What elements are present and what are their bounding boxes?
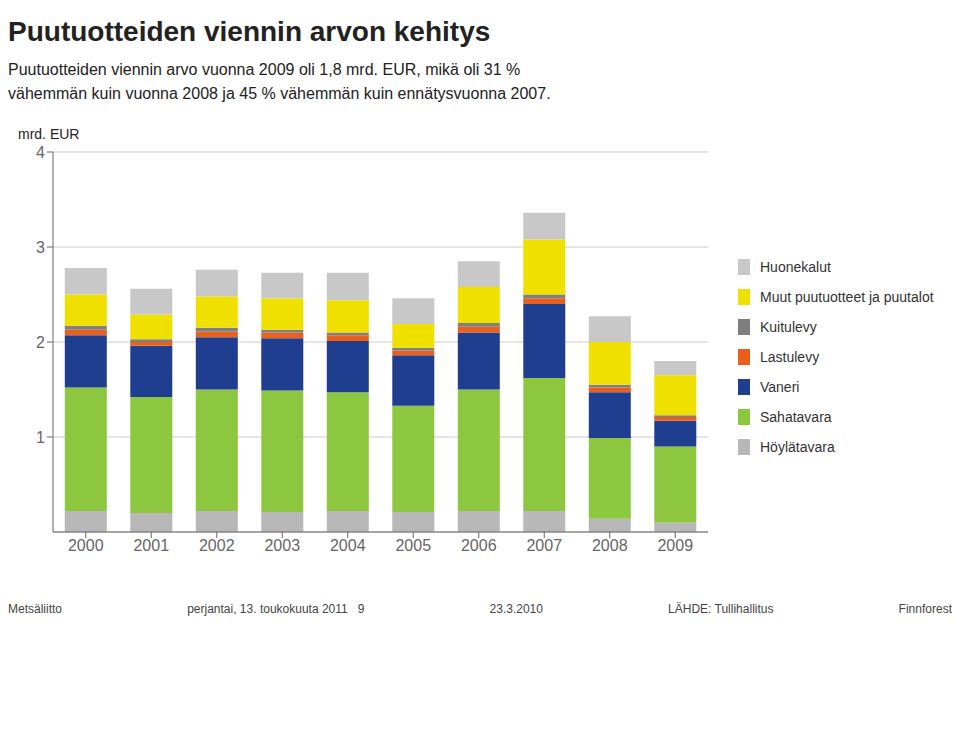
svg-text:2003: 2003: [264, 537, 300, 554]
svg-text:3: 3: [36, 239, 45, 256]
html-text:perjantai, 13. toukokuuta 2011: perjantai, 13. toukokuuta 2011 9: [187, 602, 365, 616]
html-text:Puutuotteiden viennin arvo vuo: Puutuotteiden viennin arvo vuonna 2009 o…: [8, 61, 551, 102]
html-text:Sahatavara: Sahatavara: [760, 409, 832, 425]
svg-text:2009: 2009: [657, 537, 693, 554]
html-text:Huonekalut: Huonekalut: [760, 259, 831, 275]
svg-text:2005: 2005: [395, 537, 431, 554]
html-text:23.3.2010: 23.3.2010: [489, 602, 543, 616]
html-text:Lastulevy: Lastulevy: [760, 349, 820, 365]
html-text:mrd. EUR: mrd. EUR: [18, 126, 80, 142]
html-text:Höylätavara: Höylätavara: [760, 439, 835, 455]
svg-text:2008: 2008: [592, 537, 628, 554]
svg-text:1: 1: [36, 429, 45, 446]
html-text:Muut puutuotteet ja puutalot: Muut puutuotteet ja puutalot: [760, 289, 934, 305]
html-text:Finnforest: Finnforest: [898, 602, 952, 616]
svg-text:2006: 2006: [461, 537, 497, 554]
svg-text:2004: 2004: [330, 537, 366, 554]
svg-text:2007: 2007: [526, 537, 562, 554]
html-text:Vaneri: Vaneri: [760, 379, 800, 395]
html-text:Kuitulevy: Kuitulevy: [760, 319, 817, 335]
svg-text:2000: 2000: [68, 537, 104, 554]
html-text:Puutuotteiden viennin arvon ke: Puutuotteiden viennin arvon kehitys: [8, 16, 491, 47]
svg-text:2002: 2002: [199, 537, 235, 554]
svg-text:2001: 2001: [133, 537, 169, 554]
html-text:Metsäliitto: Metsäliitto: [8, 602, 62, 616]
svg-text:4: 4: [36, 144, 45, 161]
html-text:LÄHDE: Tullihallitus: LÄHDE: Tullihallitus: [668, 602, 774, 616]
svg-text:2: 2: [36, 334, 45, 351]
